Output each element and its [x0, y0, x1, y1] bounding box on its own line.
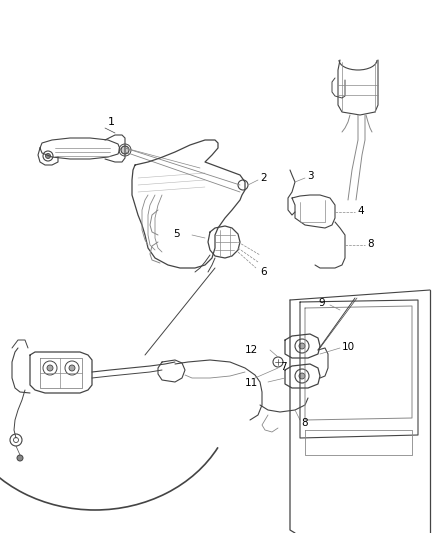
Text: 11: 11: [245, 378, 258, 388]
Text: 9: 9: [318, 298, 325, 308]
Circle shape: [121, 146, 129, 154]
Circle shape: [46, 154, 50, 158]
Circle shape: [47, 365, 53, 371]
Text: 10: 10: [342, 342, 355, 352]
Circle shape: [69, 365, 75, 371]
Text: 6: 6: [260, 267, 267, 277]
Text: 5: 5: [173, 229, 180, 239]
Text: 8: 8: [367, 239, 374, 249]
Circle shape: [299, 373, 305, 379]
Text: 8: 8: [301, 418, 307, 428]
Text: 7: 7: [280, 362, 286, 372]
Text: 12: 12: [245, 345, 258, 355]
Text: 1: 1: [108, 117, 115, 127]
Text: 4: 4: [357, 206, 364, 216]
Text: 3: 3: [307, 171, 314, 181]
Circle shape: [299, 343, 305, 349]
Circle shape: [17, 455, 23, 461]
Text: 2: 2: [260, 173, 267, 183]
